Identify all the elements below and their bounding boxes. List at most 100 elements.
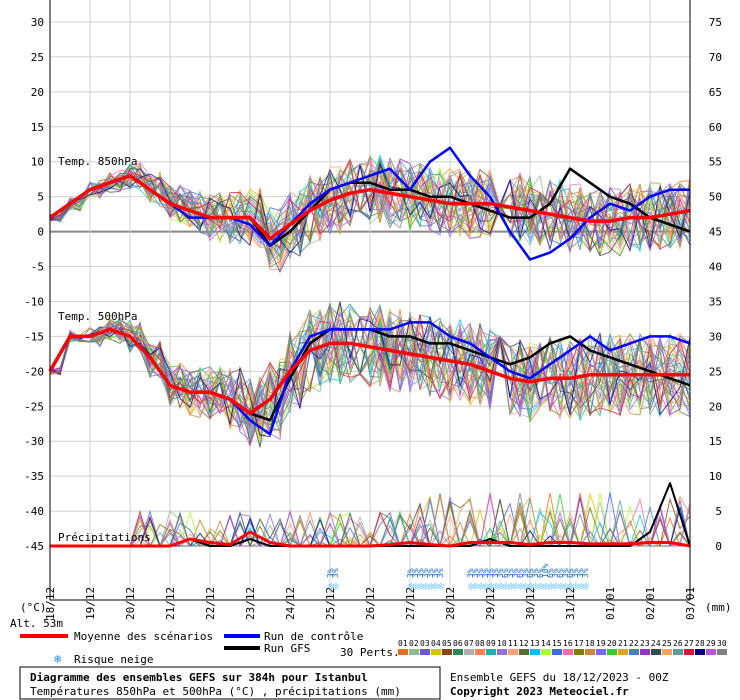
snow-percent: 3% <box>471 568 480 578</box>
tick-left: 25 <box>31 51 44 64</box>
pert-swatch <box>398 649 408 655</box>
legend-gfs-label: Run GFS <box>264 642 310 655</box>
pert-swatch <box>431 649 441 655</box>
tick-left: -45 <box>24 540 44 553</box>
left-unit: (°C) <box>20 601 47 614</box>
legend-perts-label: 30 Perts. <box>340 646 400 659</box>
snowflake-icon: ❄ <box>54 652 61 666</box>
title-box <box>19 666 441 700</box>
pert-label: 27 <box>684 639 694 648</box>
snow-percent: 6% <box>536 568 545 578</box>
tick-right: 45 <box>709 226 722 239</box>
tick-x: 21/12 <box>164 587 177 620</box>
pert-line <box>49 319 691 432</box>
snow-percent: 3% <box>331 568 340 578</box>
pert-label: 17 <box>574 639 584 648</box>
legend-snow-label: Risque neige <box>74 653 153 666</box>
pert-swatch <box>629 649 639 655</box>
pert-label: 11 <box>508 639 518 648</box>
pert-label: 16 <box>563 639 573 648</box>
snowflake-icon: ❄ <box>482 580 489 593</box>
snowflake-icon: ❄ <box>468 580 475 593</box>
pert-label: 03 <box>420 639 430 648</box>
chart-subtitle: Températures 850hPa et 500hPa (°C) , pré… <box>30 685 401 698</box>
snowflake-icon: ❄ <box>478 580 485 593</box>
pert-label: 24 <box>651 639 661 648</box>
snow-percent: 3% <box>491 568 500 578</box>
snowflake-icon: ❄ <box>428 580 435 593</box>
snow-percent: 6% <box>546 568 555 578</box>
snow-percent: 6% <box>556 568 565 578</box>
snowflake-icon: ❄ <box>552 580 559 593</box>
pert-label: 05 <box>442 639 452 648</box>
tick-x: 19/12 <box>84 587 97 620</box>
tick-left: 10 <box>31 156 44 169</box>
tick-left: -10 <box>24 295 44 308</box>
tick-left: -30 <box>24 435 44 448</box>
pert-swatch <box>530 649 540 655</box>
tick-right: 0 <box>715 540 722 553</box>
pert-label: 07 <box>464 639 474 648</box>
pert-label: 01 <box>398 639 408 648</box>
snow-percent: 3% <box>476 568 485 578</box>
pert-label: 02 <box>409 639 419 648</box>
pert-line <box>49 302 691 440</box>
tick-left: -15 <box>24 330 44 343</box>
pert-label: 08 <box>475 639 485 648</box>
pert-legend: 01 02 03 04 05 06 07 08 09 10 11 12 13 14 15 16 17 18 19 20… <box>398 639 727 655</box>
tick-x: 01/01 <box>604 587 617 620</box>
pert-swatch <box>596 649 606 655</box>
tick-x: 28/12 <box>444 587 457 620</box>
pert-label: 12 <box>519 639 529 648</box>
pert-label: 19 <box>596 639 606 648</box>
pert-swatch <box>541 649 551 655</box>
snow-percent: 6% <box>526 568 535 578</box>
pert-label: 22 <box>629 639 639 648</box>
pert-swatch <box>618 649 628 655</box>
label-precip: Précipitations <box>58 531 151 544</box>
pert-swatch <box>464 649 474 655</box>
snow-percent: 6% <box>516 568 525 578</box>
tick-right: 70 <box>709 51 722 64</box>
tick-right: 5 <box>715 505 722 518</box>
pert-swatch <box>486 649 496 655</box>
snow-percent: 3% <box>496 568 505 578</box>
tick-right: 10 <box>709 470 722 483</box>
pert-label: 28 <box>695 639 705 648</box>
snow-percent: 3% <box>581 568 590 578</box>
snowflake-icon: ❄ <box>408 580 415 593</box>
pert-label: 23 <box>640 639 650 648</box>
pert-swatch <box>563 649 573 655</box>
pert-swatch <box>684 649 694 655</box>
snowflake-icon: ❄ <box>538 580 545 593</box>
tick-right: 30 <box>709 330 722 343</box>
tick-right: 40 <box>709 261 722 274</box>
pert-label: 09 <box>486 639 496 648</box>
tick-x: 29/12 <box>484 587 497 620</box>
tick-left: -40 <box>24 505 44 518</box>
tick-x: 25/12 <box>324 587 337 620</box>
pert-label: 04 <box>431 639 441 648</box>
snowflake-icon: ❄ <box>548 580 555 593</box>
snow-percent: 3% <box>531 568 540 578</box>
snowflake-icon: ❄ <box>518 580 525 593</box>
snowflake-icon: ❄ <box>502 580 509 593</box>
snow-percent: 6% <box>501 568 510 578</box>
label-t850: Temp. 850hPa <box>58 155 137 168</box>
tick-right: 50 <box>709 191 722 204</box>
pert-swatch <box>475 649 485 655</box>
tick-right: 55 <box>709 156 722 169</box>
pert-label: 26 <box>673 639 683 648</box>
snow-percent: 3% <box>411 568 420 578</box>
snowflake-icon: ❄ <box>432 580 439 593</box>
run-label: Ensemble GEFS du 18/12/2023 - 00Z <box>450 671 669 684</box>
snow-percent: 3% <box>576 568 585 578</box>
snowflake-icon: ❄ <box>472 580 479 593</box>
snowflake-icon: ❄ <box>438 580 445 593</box>
pert-swatch <box>717 649 727 655</box>
pert-swatch <box>453 649 463 655</box>
tick-right: 60 <box>709 121 722 134</box>
snowflake-icon: ❄ <box>498 580 505 593</box>
snowflake-icon: ❄ <box>492 580 499 593</box>
snowflake-icon: ❄ <box>418 580 425 593</box>
